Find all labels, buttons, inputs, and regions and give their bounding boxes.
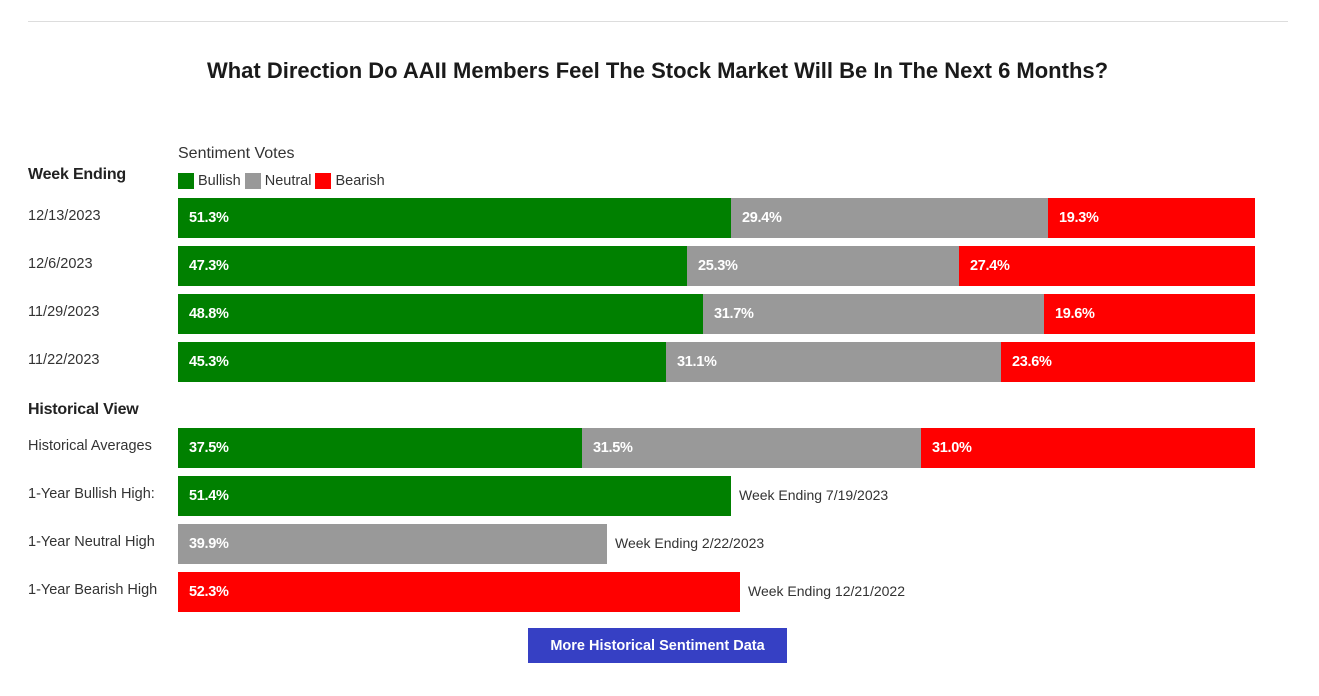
bar-segment-bearish: 31.0% — [921, 428, 1255, 468]
data-label: 37.5% — [189, 440, 229, 456]
data-label: 45.3% — [189, 354, 229, 370]
data-label: 31.0% — [932, 440, 972, 456]
bar-segment-bullish: 47.3% — [178, 246, 687, 286]
data-label: 19.6% — [1055, 306, 1095, 322]
week-row-2-label: 11/29/2023 — [28, 304, 100, 320]
bar-segment-bearish: 52.3% — [178, 572, 740, 612]
chart-title: What Direction Do AAII Members Feel The … — [206, 58, 1109, 83]
bar-segment-bearish: 27.4% — [959, 246, 1255, 286]
legend-swatch-neutral — [244, 173, 261, 189]
legend-label-neutral: Neutral — [264, 173, 312, 189]
week-row-1-label: 12/6/2023 — [28, 256, 93, 272]
data-label: 25.3% — [698, 258, 738, 274]
legend-swatch-bearish — [315, 173, 332, 189]
bar-segment-bullish: 45.3% — [178, 342, 666, 382]
high-row-bullish-date-note: Week Ending 7/19/2023 — [739, 487, 889, 503]
legend-item-bearish: Bearish — [315, 173, 385, 189]
data-label: 29.4% — [742, 210, 782, 226]
data-label: 47.3% — [189, 258, 229, 274]
more-historical-data-button[interactable]: More Historical Sentiment Data — [528, 628, 787, 663]
historical-averages-row-bar: 37.5% 31.5% 31.0% — [178, 428, 1255, 468]
high-row-neutral-date-note: Week Ending 2/22/2023 — [615, 535, 765, 551]
bar-segment-neutral: 25.3% — [687, 246, 959, 286]
bar-segment-neutral: 31.7% — [703, 294, 1044, 334]
bar-segment-bearish: 19.3% — [1048, 198, 1255, 238]
data-label: 52.3% — [189, 584, 229, 600]
bar-segment-bullish: 37.5% — [178, 428, 582, 468]
bar-segment-bullish: 48.8% — [178, 294, 703, 334]
legend: Bullish Neutral Bearish — [178, 172, 389, 190]
week-row-2-bar: 48.8% 31.7% 19.6% — [178, 294, 1255, 334]
data-label: 27.4% — [970, 258, 1010, 274]
section-heading-historical-view: Historical View — [28, 401, 139, 418]
week-row-3-bar: 45.3% 31.1% 23.6% — [178, 342, 1255, 382]
high-row-bullish-label: 1-Year Bullish High: — [28, 486, 155, 502]
high-row-bearish-date-note: Week Ending 12/21/2022 — [748, 583, 905, 599]
data-label: 23.6% — [1012, 354, 1052, 370]
data-label: 51.4% — [189, 488, 229, 504]
legend-item-neutral: Neutral — [244, 173, 312, 189]
high-row-neutral-label: 1-Year Neutral High — [28, 534, 155, 550]
high-row-bullish-bar: 51.4% — [178, 476, 731, 516]
high-row-bearish-bar: 52.3% — [178, 572, 740, 612]
week-row-0-bar: 51.3% 29.4% 19.3% — [178, 198, 1255, 238]
bar-segment-bearish: 23.6% — [1001, 342, 1255, 382]
legend-item-bullish: Bullish — [178, 173, 241, 189]
data-label: 51.3% — [189, 210, 229, 226]
bar-segment-neutral: 31.5% — [582, 428, 921, 468]
data-label: 31.7% — [714, 306, 754, 322]
high-row-neutral-bar: 39.9% — [178, 524, 607, 564]
week-row-3-label: 11/22/2023 — [28, 352, 100, 368]
section-heading-week-ending: Week Ending — [28, 166, 126, 183]
high-row-bearish-label: 1-Year Bearish High — [28, 582, 158, 598]
legend-label-bearish: Bearish — [335, 173, 385, 189]
data-label: 31.1% — [677, 354, 717, 370]
bar-segment-bullish: 51.3% — [178, 198, 731, 238]
top-divider — [28, 21, 1288, 22]
data-label: 19.3% — [1059, 210, 1099, 226]
bar-segment-neutral: 39.9% — [178, 524, 607, 564]
bar-segment-bullish: 51.4% — [178, 476, 731, 516]
bar-segment-neutral: 31.1% — [666, 342, 1001, 382]
data-label: 39.9% — [189, 536, 229, 552]
data-label: 48.8% — [189, 306, 229, 322]
legend-swatch-bullish — [178, 173, 194, 189]
data-label: 31.5% — [593, 440, 633, 456]
bar-segment-neutral: 29.4% — [731, 198, 1048, 238]
legend-label-bullish: Bullish — [198, 173, 241, 189]
week-row-0-label: 12/13/2023 — [28, 208, 101, 224]
week-row-1-bar: 47.3% 25.3% 27.4% — [178, 246, 1255, 286]
bar-segment-bearish: 19.6% — [1044, 294, 1255, 334]
legend-heading: Sentiment Votes — [178, 145, 295, 162]
historical-averages-row-label: Historical Averages — [28, 438, 152, 454]
